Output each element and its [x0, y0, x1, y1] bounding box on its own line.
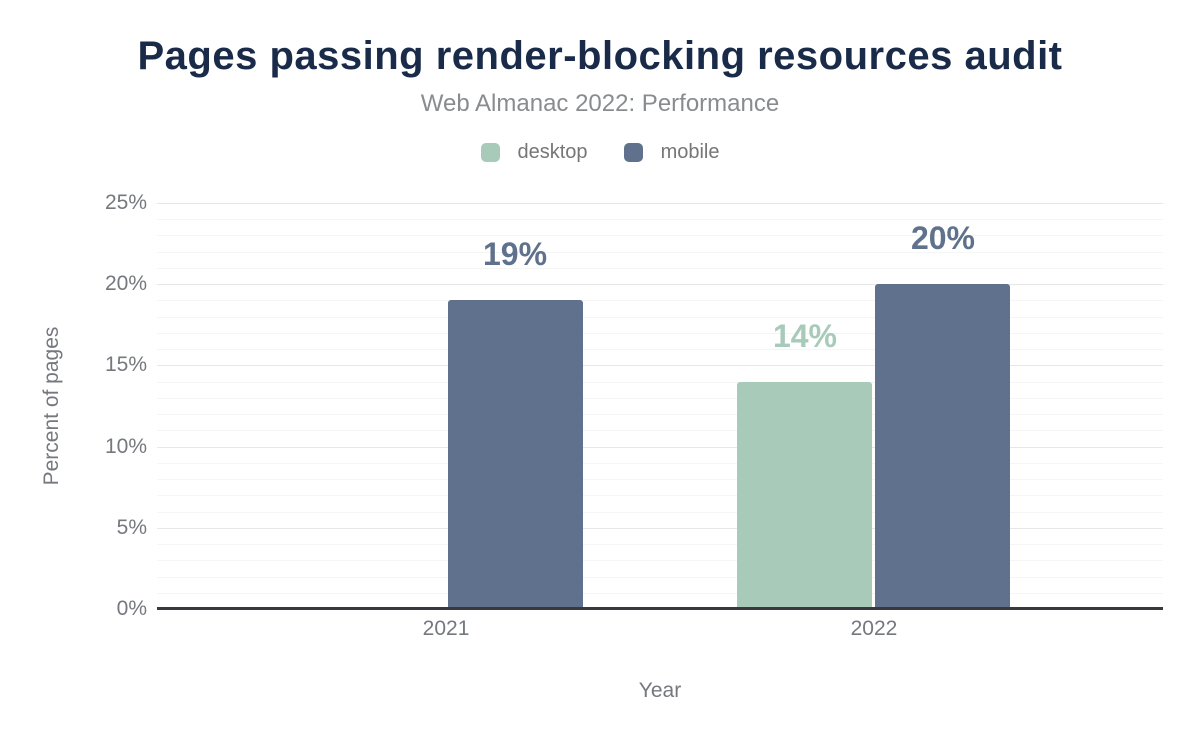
- y-tick-label: 20%: [104, 272, 147, 296]
- x-tick-label: 2021: [422, 617, 470, 640]
- bar-value-label-2022-desktop: 14%: [772, 317, 837, 354]
- x-axis-title: Year: [638, 679, 682, 702]
- legend-label-desktop: desktop: [517, 141, 588, 163]
- bar-2022-mobile[interactable]: [875, 284, 1011, 609]
- legend-swatch-desktop: [480, 143, 500, 162]
- gridline-major: [157, 203, 1163, 204]
- gridline-major: [157, 284, 1163, 286]
- gridline-minor: [157, 397, 1163, 399]
- bar-value-label-2022-mobile: 20%: [910, 220, 975, 257]
- legend: desktop mobile: [0, 141, 1200, 164]
- gridline-minor: [157, 349, 1163, 351]
- y-axis-title: Percent of pages: [40, 326, 63, 486]
- legend-swatch-mobile: [623, 143, 643, 162]
- gridline-minor: [157, 544, 1163, 546]
- gridline-minor: [157, 381, 1163, 383]
- gridline-minor: [157, 235, 1163, 237]
- gridline-minor: [157, 267, 1163, 269]
- gridline-minor: [157, 430, 1163, 432]
- gridline-minor: [157, 414, 1163, 416]
- gridline-major: [157, 527, 1163, 529]
- gridline-minor: [157, 576, 1163, 578]
- plot-area: 14% 19% 20%: [157, 203, 1163, 610]
- gridline-minor: [157, 300, 1163, 302]
- legend-item-desktop[interactable]: desktop: [480, 141, 588, 164]
- x-tick-label: 2022: [850, 617, 898, 640]
- chart-title: Pages passing render-blocking resources …: [137, 34, 1063, 78]
- bar-2022-desktop[interactable]: [737, 381, 873, 609]
- gridline-minor: [157, 479, 1163, 481]
- gridline-minor: [157, 316, 1163, 318]
- y-tick-label: 25%: [104, 191, 147, 214]
- gridline-minor: [157, 511, 1163, 513]
- legend-item-mobile[interactable]: mobile: [623, 141, 720, 164]
- y-tick-label: 0%: [116, 597, 147, 620]
- legend-label-mobile: mobile: [660, 141, 720, 163]
- y-tick-label: 15%: [104, 353, 147, 377]
- gridline-major: [157, 365, 1163, 367]
- gridline-minor: [157, 560, 1163, 562]
- y-tick-label: 5%: [116, 515, 147, 539]
- gridline-major: [157, 446, 1163, 448]
- chart-subtitle: Web Almanac 2022: Performance: [420, 90, 780, 117]
- gridline-minor: [157, 592, 1163, 594]
- gridline-minor: [157, 462, 1163, 464]
- bar-2021-mobile[interactable]: [447, 300, 583, 609]
- y-tick-label: 10%: [104, 434, 147, 458]
- gridline-minor: [157, 251, 1163, 253]
- gridline-minor: [157, 332, 1163, 334]
- x-axis-line: [157, 607, 1163, 610]
- bar-value-label-2021-mobile: 19%: [482, 236, 548, 273]
- gridline-minor: [157, 495, 1163, 497]
- gridline-minor: [157, 219, 1163, 221]
